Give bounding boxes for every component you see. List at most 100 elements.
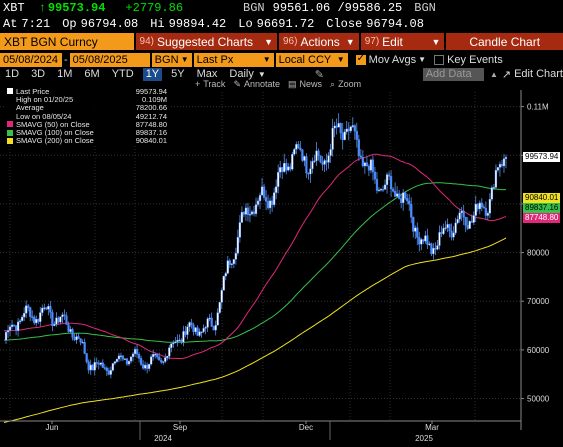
x-axis: Jun Sep Dec Mar 2024 2025: [0, 420, 521, 443]
frequency-select[interactable]: Daily ▼: [226, 68, 268, 81]
draw-tool-icon[interactable]: ✎: [314, 68, 324, 81]
price-chart[interactable]: 0.11M1000009000080000700006000050000 Jun…: [0, 90, 563, 447]
candle-body: [6, 330, 10, 333]
candle-body: [152, 354, 155, 357]
candle-body: [29, 307, 32, 317]
period-1d[interactable]: 1D: [5, 68, 20, 80]
candle-body: [168, 347, 171, 357]
candle-body: [142, 364, 145, 369]
candle-body: [404, 192, 407, 199]
candle-body: [256, 200, 260, 205]
candle-body: [480, 202, 483, 208]
candle-body: [377, 189, 381, 192]
period-1m[interactable]: 1M: [57, 68, 73, 80]
candle-body: [75, 336, 78, 341]
candle-body: [365, 162, 368, 167]
candle-body: [65, 315, 68, 325]
candle-body: [260, 186, 264, 196]
candle-body: [468, 221, 471, 229]
zoom-tool[interactable]: Zoom: [338, 79, 362, 89]
end-date-input[interactable]: 05/08/2025: [69, 52, 150, 67]
candle-body: [53, 324, 56, 326]
candle-body: [325, 160, 328, 163]
legend-swatch: [7, 137, 13, 144]
start-date-input[interactable]: 05/08/2024: [0, 52, 62, 67]
candle-body: [482, 206, 485, 209]
mov-avgs-checkbox[interactable]: [355, 53, 366, 65]
candle-body: [414, 227, 417, 232]
actions-menu[interactable]: 96) Actions ▼: [279, 33, 359, 50]
news-tool[interactable]: News: [299, 79, 323, 89]
edit-chart-button[interactable]: Edit Chart: [514, 68, 563, 80]
period-max[interactable]: Max: [196, 68, 218, 80]
period-6m[interactable]: 6M: [84, 68, 100, 80]
candle-body: [460, 210, 463, 214]
candle-body: [297, 144, 300, 149]
candle-body: [313, 160, 316, 162]
collapse-icon[interactable]: ▲: [489, 69, 498, 79]
legend-swatch: [7, 88, 13, 95]
candle-body: [283, 162, 286, 172]
legend-label: SMAVG (50) on Close: [16, 119, 90, 129]
source-select[interactable]: BGN ▼: [151, 52, 192, 67]
candle-body: [117, 355, 121, 360]
suggested-charts-menu[interactable]: 94) Suggested Charts ▼: [135, 33, 277, 50]
candle-body: [309, 168, 312, 175]
menu-number: 97): [364, 36, 380, 47]
security-field[interactable]: XBT BGN Curncy: [0, 33, 134, 50]
key-events-label: Key Events: [447, 53, 503, 66]
candle-body: [216, 312, 219, 326]
candle-body: [440, 232, 443, 234]
menu-label: Suggested Charts: [156, 34, 254, 49]
candle-body: [244, 207, 248, 215]
candle-body: [258, 195, 262, 202]
candle-body: [8, 326, 12, 331]
menu-label: Actions: [300, 34, 340, 49]
period-3d[interactable]: 3D: [31, 68, 46, 80]
candle-body: [121, 355, 125, 360]
up-arrow-icon: ↑: [38, 1, 46, 15]
field-select[interactable]: Last Px ▼: [193, 52, 274, 67]
candle-body: [392, 188, 395, 192]
candle-body: [333, 125, 336, 129]
candle-body: [375, 178, 379, 191]
legend-row: SMAVG (100) on Close 89837.16: [7, 128, 167, 137]
candle-body: [49, 305, 52, 313]
candle-body: [164, 357, 167, 362]
candle-body: [464, 216, 467, 226]
chart-type-label[interactable]: Candle Chart: [446, 33, 563, 50]
candle-body: [123, 358, 127, 360]
open-value: 96794.08: [80, 17, 139, 31]
caret-down-icon[interactable]: ▼: [418, 55, 427, 64]
edit-chart-icon[interactable]: ↗: [501, 68, 512, 81]
edit-menu[interactable]: 97) Edit ▼: [360, 33, 445, 50]
candle-body: [230, 263, 233, 265]
period-ytd[interactable]: YTD: [111, 68, 134, 80]
period-1y[interactable]: 1Y: [142, 67, 163, 81]
currency-select[interactable]: Local CCY ▼: [275, 52, 348, 67]
candle-body: [146, 364, 149, 369]
candle-body: [234, 253, 237, 260]
candle-body: [492, 187, 496, 189]
annotate-tool[interactable]: Annotate: [243, 79, 281, 89]
candle-body: [442, 228, 445, 234]
candle-body: [353, 125, 356, 132]
period-5y[interactable]: 5Y: [171, 68, 185, 80]
candle-body: [27, 305, 30, 308]
caret-down-icon: ▼: [180, 55, 189, 64]
candle-body: [14, 325, 18, 331]
key-events-checkbox[interactable]: [434, 54, 445, 65]
candle-body: [494, 170, 498, 188]
add-data-button[interactable]: Add Data: [422, 67, 484, 81]
candle-body: [367, 165, 371, 171]
candle-body: [242, 212, 246, 215]
candle-body: [137, 354, 141, 359]
candle-body: [21, 316, 24, 321]
candle-body: [91, 364, 94, 371]
candle-body: [478, 202, 481, 210]
x-year-label: 2024: [154, 434, 172, 443]
candle-body: [389, 176, 393, 190]
track-tool[interactable]: Track: [203, 79, 226, 89]
chart-legend: Last Price 99573.94 High on 01/20/25 0.109…: [5, 86, 169, 147]
candle-body: [496, 167, 500, 171]
